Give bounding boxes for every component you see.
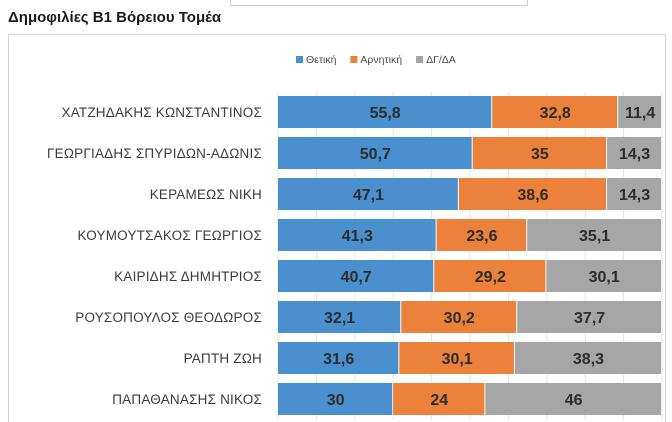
bar-2: [472, 137, 607, 169]
category-label: ΡΑΠΤΗ ΖΩΗ: [184, 351, 262, 366]
data-label: 37,7: [574, 310, 605, 327]
data-label: 11,4: [625, 105, 655, 122]
bar-1: [278, 342, 399, 374]
data-label: 30,2: [444, 310, 475, 327]
data-label: 32,8: [540, 105, 571, 122]
data-label: 31,6: [323, 351, 354, 368]
bar-1: [278, 137, 472, 169]
bar-1: [278, 219, 436, 251]
data-label: 30: [327, 392, 345, 409]
data-label: 50,7: [360, 146, 391, 163]
legend-label-1: Θετική: [306, 54, 337, 66]
category-label: ΚΑΙΡΙΔΗΣ ΔΗΜΗΤΡΙΟΣ: [114, 269, 262, 284]
category-label: ΚΕΡΑΜΕΩΣ ΝΙΚΗ: [150, 187, 262, 202]
bar-2: [492, 96, 618, 128]
bar-3: [485, 383, 661, 415]
legend-swatch-2: [350, 56, 358, 63]
data-label: 30,1: [589, 269, 620, 286]
legend-label-3: ΔΓ/ΔΑ: [426, 54, 456, 66]
bar-2: [399, 342, 514, 374]
bar-3: [546, 260, 661, 292]
data-label: 38,3: [573, 351, 604, 368]
legend-swatch-1: [296, 56, 303, 63]
bar-2: [458, 178, 607, 210]
data-label: 14,3: [619, 146, 650, 163]
bar-3: [607, 137, 661, 169]
data-label: 55,8: [370, 105, 401, 122]
bar-3: [527, 219, 661, 251]
data-label: 38,6: [517, 187, 548, 204]
bar-3: [514, 342, 661, 374]
data-label: 29,2: [475, 269, 506, 286]
category-label: ΚΟΥΜΟΥΤΣΑΚΟΣ ΓΕΩΡΓΙΟΣ: [77, 228, 262, 243]
data-label: 40,7: [341, 269, 372, 286]
bar-1: [278, 260, 434, 292]
data-label: 35: [531, 146, 549, 163]
data-label: 46: [565, 392, 583, 409]
data-label: 14,3: [619, 187, 650, 204]
category-label: ΧΑΤΖΗΔΑΚΗΣ ΚΩΝΣΤΑΝΤΙΝΟΣ: [61, 105, 262, 120]
category-label: ΡΟΥΣΟΠΟΥΛΟΣ ΘΕΟΔΩΡΟΣ: [75, 310, 262, 325]
bar-3: [517, 301, 661, 333]
data-label: 30,1: [442, 351, 473, 368]
bar-3: [607, 178, 661, 210]
data-label: 23,6: [466, 228, 497, 245]
page-title: Δημοφιλίες Β1 Βόρειου Τομέα: [8, 9, 222, 26]
data-label: 35,1: [579, 228, 610, 245]
bar-2: [393, 383, 485, 415]
bar-2: [436, 219, 527, 251]
data-label: 32,1: [324, 310, 355, 327]
bar-1: [278, 178, 458, 210]
bar-1: [278, 383, 393, 415]
category-label: ΠΑΠΑΘΑΝΑΣΗΣ ΝΙΚΟΣ: [112, 392, 262, 407]
data-label: 47,1: [353, 187, 384, 204]
category-label: ΓΕΩΡΓΙΑΔΗΣ ΣΠΥΡΙΔΩΝ-ΑΔΩΝΙΣ: [47, 146, 262, 161]
legend-swatch-3: [416, 56, 424, 63]
data-label: 41,3: [342, 228, 373, 245]
top-frame-edge: [230, 0, 528, 6]
data-label: 24: [430, 392, 448, 409]
bar-1: [278, 301, 401, 333]
bar-3: [618, 96, 661, 128]
legend-label-2: Αρνητική: [360, 54, 402, 66]
bar-2: [434, 260, 546, 292]
bar-1: [278, 96, 492, 128]
bar-2: [401, 301, 517, 333]
